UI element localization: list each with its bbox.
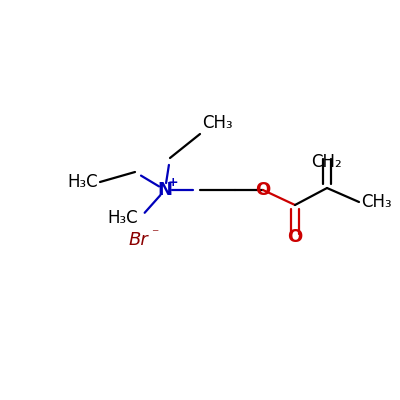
Text: O: O	[287, 228, 303, 246]
Text: ⁻: ⁻	[151, 227, 159, 241]
Text: CH₃: CH₃	[361, 193, 392, 211]
Text: +: +	[168, 176, 178, 188]
Text: H₃C: H₃C	[107, 209, 138, 227]
Text: N: N	[158, 181, 172, 199]
Text: Br: Br	[128, 231, 148, 249]
Text: H₃C: H₃C	[67, 173, 98, 191]
Text: O: O	[255, 181, 271, 199]
Text: CH₂: CH₂	[312, 153, 342, 171]
Text: CH₃: CH₃	[202, 114, 233, 132]
